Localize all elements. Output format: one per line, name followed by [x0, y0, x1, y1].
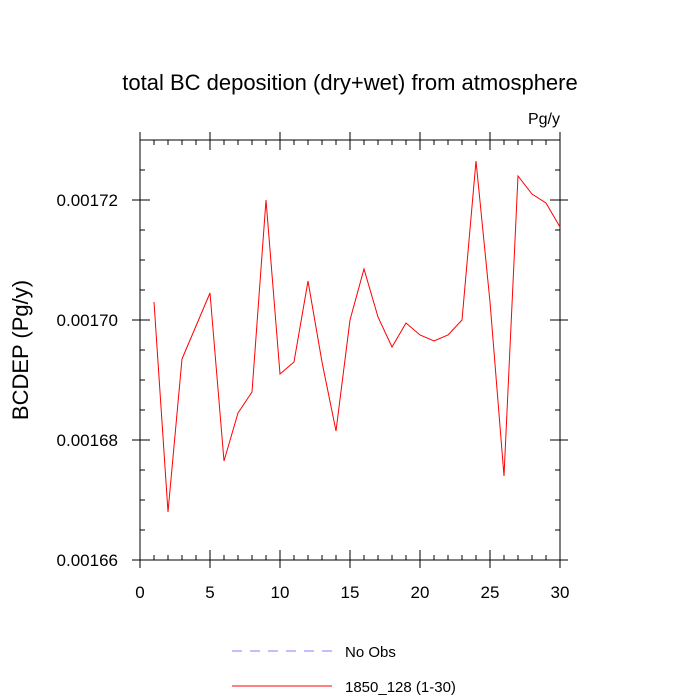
- axis-ticks: [132, 132, 568, 568]
- legend: No Obs 1850_128 (1-30): [232, 644, 456, 696]
- y-tick-label: 0.00168: [57, 431, 118, 450]
- series-line-1: [153, 160, 561, 513]
- y-tick-label: 0.00166: [57, 551, 118, 570]
- y-tick-labels: 0.00166 0.00168 0.00170 0.00172: [57, 191, 118, 570]
- y-tick-label: 0.00170: [57, 311, 118, 330]
- series-layer: [153, 160, 561, 513]
- x-tick-label: 0: [135, 583, 144, 602]
- units-label: Pg/y: [528, 111, 560, 128]
- x-tick-label: 30: [551, 583, 570, 602]
- legend-label-1850-128: 1850_128 (1-30): [345, 679, 456, 696]
- x-tick-label: 15: [341, 583, 360, 602]
- x-tick-label: 5: [205, 583, 214, 602]
- chart-title: total BC deposition (dry+wet) from atmos…: [122, 70, 577, 95]
- plot-frame: [139, 139, 561, 561]
- legend-label-no-obs: No Obs: [345, 644, 396, 661]
- y-axis-label: BCDEP (Pg/y): [8, 280, 33, 420]
- x-tick-label: 10: [271, 583, 290, 602]
- x-tick-labels: 0 5 10 15 20 25 30: [135, 583, 569, 602]
- y-tick-label: 0.00172: [57, 191, 118, 210]
- x-tick-label: 20: [411, 583, 430, 602]
- x-tick-label: 25: [481, 583, 500, 602]
